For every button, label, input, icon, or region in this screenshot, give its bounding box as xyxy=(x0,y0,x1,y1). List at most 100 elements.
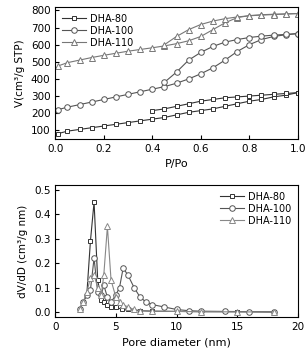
DHA-110 xyxy=(284,12,287,16)
DHA-110 xyxy=(199,309,203,314)
DHA-80 xyxy=(99,297,103,302)
DHA-80 xyxy=(102,300,106,304)
DHA-80 xyxy=(272,310,275,314)
DHA-100 xyxy=(247,309,251,314)
DHA-80 xyxy=(223,104,227,108)
DHA-80 xyxy=(66,129,69,133)
DHA-100 xyxy=(199,72,203,76)
DHA-100 xyxy=(99,293,103,297)
Legend: DHA-80, DHA-100, DHA-110: DHA-80, DHA-100, DHA-110 xyxy=(60,12,135,50)
Y-axis label: V(cm³/g STP): V(cm³/g STP) xyxy=(15,39,25,107)
DHA-100 xyxy=(106,295,109,300)
DHA-110 xyxy=(187,39,190,43)
DHA-100 xyxy=(247,43,251,47)
DHA-110 xyxy=(96,285,99,290)
DHA-110 xyxy=(138,309,142,313)
DHA-100 xyxy=(187,309,190,313)
DHA-110 xyxy=(272,310,275,314)
DHA-80 xyxy=(96,278,99,282)
DHA-110 xyxy=(126,305,130,309)
DHA-80 xyxy=(85,293,89,297)
DHA-100 xyxy=(175,307,178,312)
DHA-110 xyxy=(92,273,96,277)
Line: DHA-110: DHA-110 xyxy=(55,11,301,69)
DHA-80 xyxy=(284,93,287,97)
DHA-110 xyxy=(118,300,121,304)
DHA-80 xyxy=(211,107,215,111)
DHA-100 xyxy=(235,49,239,54)
DHA-80 xyxy=(102,124,106,128)
DHA-80 xyxy=(106,302,109,307)
DHA-100 xyxy=(78,102,81,107)
DHA-100 xyxy=(109,300,113,304)
DHA-110 xyxy=(102,53,106,57)
Line: DHA-100: DHA-100 xyxy=(77,256,276,315)
DHA-100 xyxy=(118,285,121,290)
DHA-110 xyxy=(175,42,178,46)
DHA-110 xyxy=(211,27,215,32)
DHA-110 xyxy=(81,300,85,304)
DHA-100 xyxy=(163,305,166,309)
DHA-100 xyxy=(144,300,148,304)
DHA-100 xyxy=(272,34,275,39)
DHA-80 xyxy=(272,95,275,99)
DHA-100 xyxy=(81,300,85,304)
DHA-80 xyxy=(175,309,178,314)
DHA-110 xyxy=(102,273,106,277)
DHA-80 xyxy=(175,113,178,117)
DHA-100 xyxy=(284,33,287,37)
DHA-100 xyxy=(175,81,178,85)
DHA-110 xyxy=(121,302,125,307)
DHA-100 xyxy=(150,302,154,307)
DHA-100 xyxy=(56,108,60,112)
DHA-100 xyxy=(78,307,81,312)
DHA-80 xyxy=(259,98,263,102)
X-axis label: P/Po: P/Po xyxy=(165,159,188,169)
DHA-80 xyxy=(120,307,124,312)
DHA-80 xyxy=(56,132,60,136)
DHA-110 xyxy=(138,48,142,52)
DHA-110 xyxy=(235,15,239,20)
DHA-100 xyxy=(223,58,227,62)
DHA-80 xyxy=(114,305,118,309)
DHA-100 xyxy=(114,293,118,297)
DHA-110 xyxy=(150,46,154,50)
DHA-80 xyxy=(109,305,113,309)
DHA-80 xyxy=(89,239,92,243)
DHA-100 xyxy=(102,283,106,287)
DHA-100 xyxy=(296,31,300,36)
DHA-100 xyxy=(163,84,166,89)
DHA-80 xyxy=(138,119,142,123)
DHA-110 xyxy=(132,307,136,312)
DHA-100 xyxy=(102,98,106,102)
DHA-100 xyxy=(92,256,96,260)
DHA-80 xyxy=(92,200,96,204)
DHA-80 xyxy=(247,99,251,103)
DHA-110 xyxy=(259,13,263,17)
DHA-100 xyxy=(126,273,130,277)
DHA-80 xyxy=(150,309,154,313)
DHA-80 xyxy=(296,90,300,95)
Y-axis label: dV/dD (cm³/g nm): dV/dD (cm³/g nm) xyxy=(18,204,28,297)
DHA-110 xyxy=(126,49,130,53)
DHA-110 xyxy=(175,309,178,314)
DHA-80 xyxy=(90,126,93,130)
Line: DHA-80: DHA-80 xyxy=(77,200,276,314)
DHA-80 xyxy=(138,309,142,313)
Legend: DHA-80, DHA-100, DHA-110: DHA-80, DHA-100, DHA-110 xyxy=(218,190,293,228)
DHA-110 xyxy=(78,58,81,62)
DHA-80 xyxy=(235,309,239,314)
DHA-80 xyxy=(78,127,81,132)
DHA-100 xyxy=(90,100,93,104)
Line: DHA-80: DHA-80 xyxy=(55,90,300,136)
DHA-100 xyxy=(199,309,203,313)
DHA-80 xyxy=(78,307,81,312)
DHA-110 xyxy=(106,224,109,228)
DHA-100 xyxy=(96,290,99,295)
DHA-80 xyxy=(150,117,154,121)
Line: DHA-110: DHA-110 xyxy=(77,224,276,315)
DHA-80 xyxy=(163,115,166,120)
DHA-100 xyxy=(138,90,142,94)
DHA-100 xyxy=(272,310,275,314)
DHA-110 xyxy=(56,64,60,68)
